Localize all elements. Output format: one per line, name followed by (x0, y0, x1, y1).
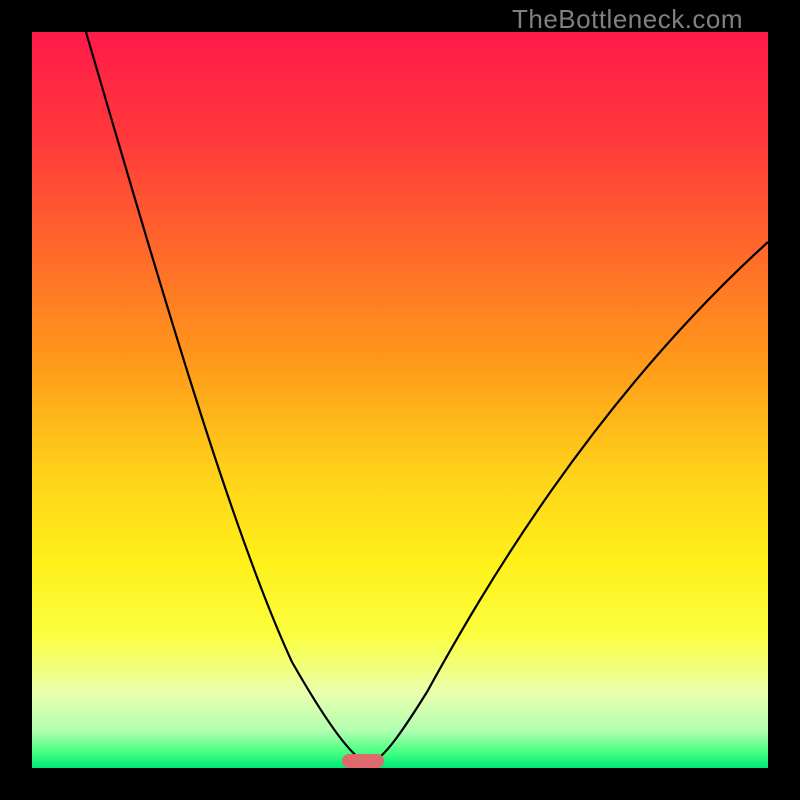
watermark-text: TheBottleneck.com (512, 4, 743, 35)
plot-area (32, 32, 768, 768)
optimum-marker (342, 754, 384, 768)
background-gradient (32, 32, 768, 768)
